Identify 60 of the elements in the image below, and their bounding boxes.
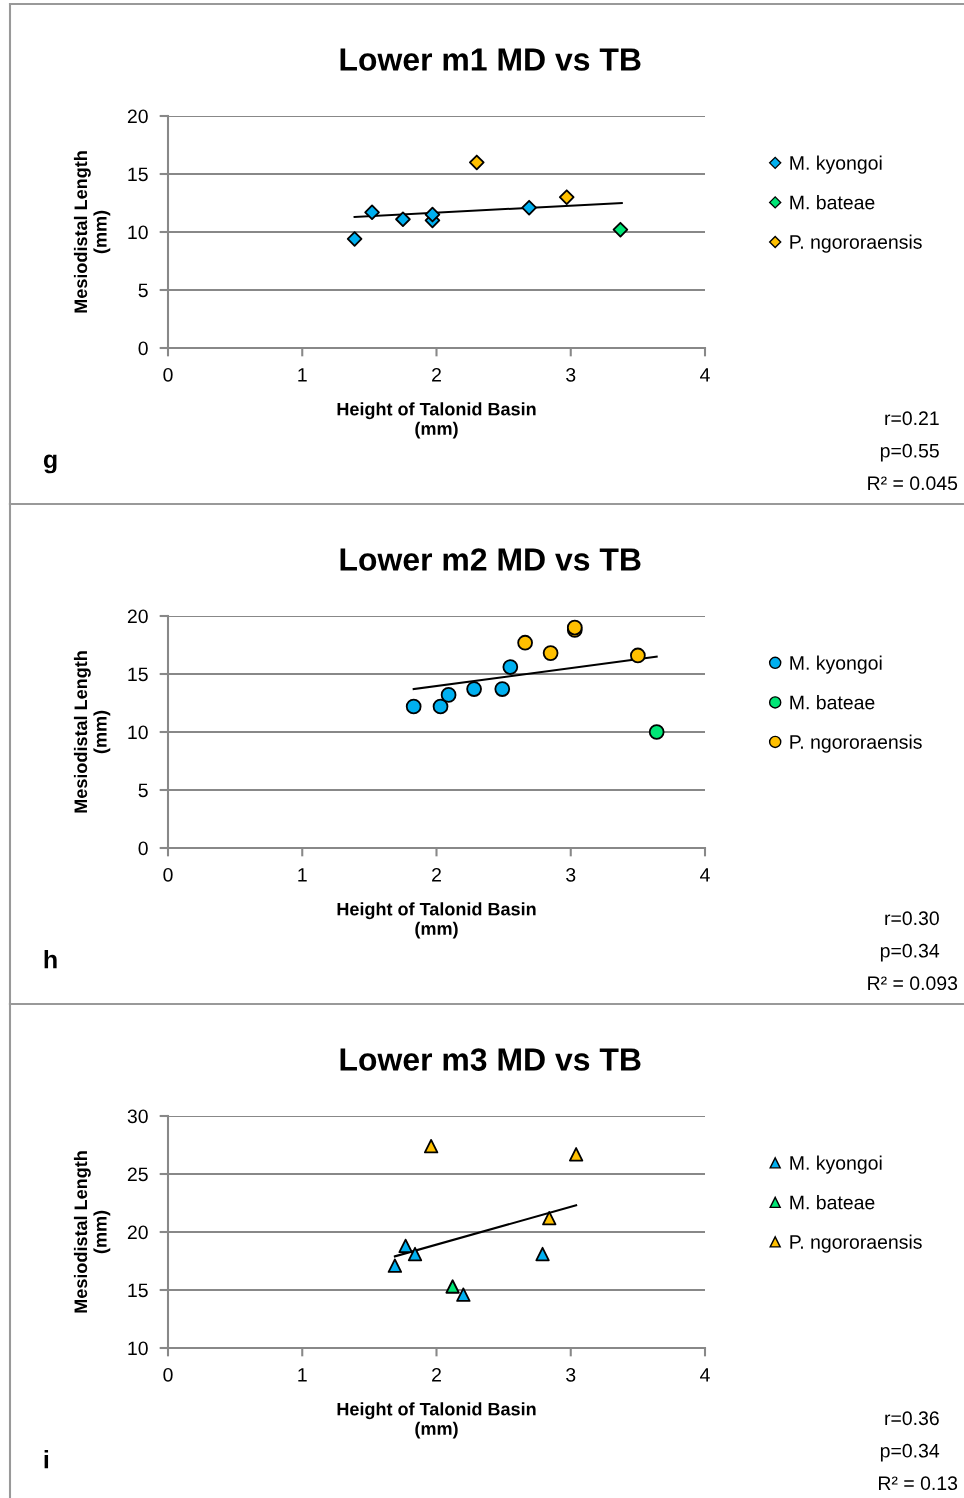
text: r=0.21	[885, 411, 939, 426]
y-tick-label: 20	[127, 609, 148, 624]
y-tick-label: 0	[138, 341, 148, 356]
y-axis-title: Mesiodistal Length (mm)	[73, 151, 111, 313]
x-tick-label: 4	[700, 1368, 710, 1382]
text: r=0.36	[885, 1411, 939, 1426]
legend-label: P. ngororaensis	[790, 234, 922, 253]
y-axis-title: Mesiodistal Length (mm)	[73, 1151, 111, 1313]
y-tick-label: 15	[128, 1283, 148, 1298]
legend-label: M. bateae	[790, 195, 875, 210]
text: p=0.55	[880, 443, 939, 462]
y-tick-label: 30	[127, 1109, 148, 1124]
x-tick-label: 3	[566, 1367, 576, 1382]
legend-label: P. ngororaensis	[790, 734, 922, 753]
legend-label: M. bateae	[790, 1195, 875, 1210]
x-tick-label: 1	[298, 1368, 307, 1382]
y-tick-label: 10	[128, 725, 148, 740]
text: g	[43, 454, 57, 474]
chart-title: Lower m3 MD vs TB	[340, 1048, 641, 1071]
y-tick-label: 10	[128, 225, 148, 240]
y-tick-label: 15	[128, 167, 148, 182]
x-tick-label: 2	[432, 367, 441, 382]
y-tick-label: 15	[128, 667, 148, 682]
legend-label: M. kyongoi	[790, 655, 882, 674]
text: p=0.34	[880, 1443, 940, 1462]
x-tick-label: 1	[298, 868, 307, 882]
x-tick-label: 0	[163, 867, 173, 882]
y-tick-label: 0	[138, 841, 148, 856]
text: R² = 0.13	[879, 1476, 958, 1491]
y-tick-label: 20	[127, 109, 148, 124]
x-tick-label: 2	[432, 1367, 441, 1382]
y-tick-label: 5	[138, 783, 148, 798]
legend-label: P. ngororaensis	[790, 1234, 922, 1253]
text: r=0.30	[885, 911, 939, 926]
text: R² = 0.093	[868, 976, 958, 991]
y-tick-label: 20	[127, 1225, 148, 1240]
x-tick-label: 2	[432, 867, 441, 882]
legend-label: M. bateae	[790, 695, 875, 710]
x-axis-title: Height of Talonid Basin (mm)	[337, 402, 536, 439]
y-tick-label: 25	[127, 1167, 148, 1182]
text: R² = 0.045	[868, 476, 958, 491]
y-tick-label: 10	[128, 1341, 148, 1356]
chart-title: Lower m1 MD vs TB	[340, 48, 641, 71]
text: p=0.34	[880, 943, 940, 962]
legend-label: M. kyongoi	[790, 1155, 882, 1174]
x-tick-label: 0	[163, 367, 173, 382]
x-tick-label: 4	[700, 868, 710, 882]
x-tick-label: 1	[298, 368, 307, 382]
x-tick-label: 0	[163, 1367, 173, 1382]
legend-label: M. kyongoi	[790, 155, 882, 174]
chart-title: Lower m2 MD vs TB	[340, 548, 641, 571]
text: i	[44, 1450, 49, 1469]
text: h	[44, 950, 57, 969]
y-tick-label: 5	[138, 283, 148, 298]
y-axis-title: Mesiodistal Length (mm)	[73, 651, 111, 813]
x-tick-label: 4	[700, 368, 710, 382]
x-tick-label: 3	[566, 367, 576, 382]
x-tick-label: 3	[566, 867, 576, 882]
x-axis-title: Height of Talonid Basin (mm)	[337, 902, 536, 939]
x-axis-title: Height of Talonid Basin (mm)	[337, 1402, 536, 1439]
